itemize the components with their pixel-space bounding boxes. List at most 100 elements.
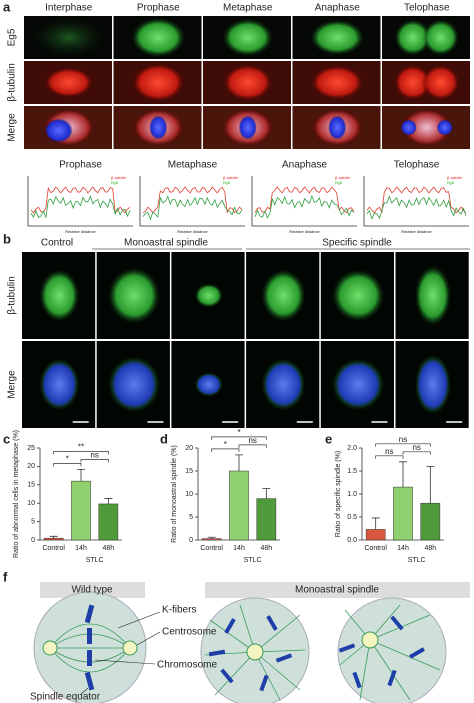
error-bar: [262, 488, 271, 499]
x-tick-label: Control: [42, 545, 65, 552]
significance-label: ns: [385, 447, 393, 456]
significance-bracket: [53, 450, 109, 455]
cell: [332, 269, 385, 322]
cell: [222, 63, 273, 102]
cell: [416, 357, 450, 412]
profile-title: Metaphase: [168, 160, 218, 171]
x-tick-label: Control: [200, 545, 223, 552]
trace: [366, 195, 467, 220]
axis-title: Relative distance: [65, 229, 96, 234]
significance-label: **: [78, 442, 84, 451]
axis: [139, 176, 245, 227]
significance-label: ns: [399, 435, 407, 444]
x-tick-label: 14h: [397, 545, 409, 552]
cell: [238, 115, 257, 140]
header: Monoastral spindle: [295, 585, 379, 596]
cell: [131, 62, 186, 103]
y-tick-label: 20: [185, 445, 193, 452]
cell: [43, 67, 94, 98]
cell: [222, 18, 273, 57]
cell: [334, 361, 382, 408]
profile-title: Telophase: [394, 160, 440, 171]
significance-bracket: [53, 462, 82, 467]
x-tick-label: 14h: [75, 545, 87, 552]
cell: [261, 269, 306, 322]
annotation: Centrosome: [162, 627, 217, 638]
bar: [365, 529, 386, 541]
bar: [98, 503, 119, 541]
error-bar: [49, 535, 58, 539]
column-title: Control: [41, 238, 73, 249]
schematic: [33, 582, 470, 703]
y-tick-label: 0.5: [347, 514, 357, 521]
y-tick-label: 20: [27, 463, 35, 470]
y-tick-label: 1.0: [347, 491, 357, 498]
cell: [422, 19, 459, 56]
cell: [39, 269, 80, 322]
x-tick-label: 48h: [424, 545, 436, 552]
panel-label: a: [3, 0, 11, 14]
error-bar: [104, 498, 113, 504]
panel-label: d: [160, 431, 168, 446]
y-tick-label: 25: [27, 445, 35, 452]
cell: [400, 119, 417, 136]
bar: [256, 498, 277, 541]
significance-bracket: [375, 455, 404, 459]
bar: [71, 480, 91, 541]
significance-bracket: [375, 443, 431, 447]
bar: [229, 470, 249, 541]
y-tick-label: 0.0: [347, 537, 357, 544]
cell: [44, 118, 73, 143]
axis-title: Relative distance: [401, 229, 432, 234]
y-tick-label: 5: [31, 518, 35, 525]
row-label: β-tubulin: [7, 63, 18, 102]
annotation: K-fibers: [162, 605, 196, 616]
annotation: Chromosome: [157, 660, 217, 671]
cell: [110, 359, 158, 410]
axis: [27, 176, 133, 227]
panel-label: e: [325, 431, 332, 446]
axis-title: STLC: [408, 557, 426, 564]
axis: [363, 176, 469, 227]
axis-title: Relative distance: [289, 229, 320, 234]
trace: [142, 195, 243, 221]
error-bar: [371, 517, 380, 530]
y-tick-label: 0: [189, 537, 193, 544]
axis-title: Ratio of monoastral spindle (%): [171, 445, 178, 543]
y-tick-label: 2.0: [347, 445, 357, 452]
legend: Eg5: [223, 180, 231, 185]
bar: [420, 502, 441, 541]
annotation: Spindle equator: [30, 692, 101, 703]
legend: β-tubulin: [223, 175, 238, 180]
axis-title: Ratio of specific spindle (%): [335, 451, 342, 537]
y-tick-label: 5: [189, 514, 193, 521]
legend: β-tubulin: [447, 175, 462, 180]
significance-label: *: [224, 440, 227, 449]
cell: [310, 64, 365, 101]
row-label: Merge: [7, 370, 18, 399]
trace: [30, 195, 131, 219]
x-tick-label: 48h: [102, 545, 114, 552]
cell: [404, 110, 450, 145]
significance-bracket: [402, 451, 431, 455]
panel-label: c: [3, 431, 10, 446]
cell: [108, 267, 161, 324]
cell: [149, 115, 168, 140]
x-tick-label: 14h: [233, 545, 245, 552]
significance-label: ns: [248, 436, 256, 445]
legend: β-tubulin: [335, 175, 350, 180]
trace: [254, 186, 355, 214]
y-tick-label: 10: [185, 491, 193, 498]
cell: [32, 18, 105, 57]
column-title: Specific spindle: [322, 238, 392, 249]
profile-title: Prophase: [59, 160, 102, 171]
legend: Eg5: [447, 180, 455, 185]
bar: [201, 538, 222, 541]
axis-title: Ratio of abnormal cells in metaphase (%): [13, 430, 20, 558]
significance-label: ns: [412, 443, 420, 452]
column-title: Interphase: [45, 3, 93, 14]
axis: [251, 176, 357, 227]
axis-title: Relative distance: [177, 229, 208, 234]
significance-bracket: [211, 448, 240, 452]
